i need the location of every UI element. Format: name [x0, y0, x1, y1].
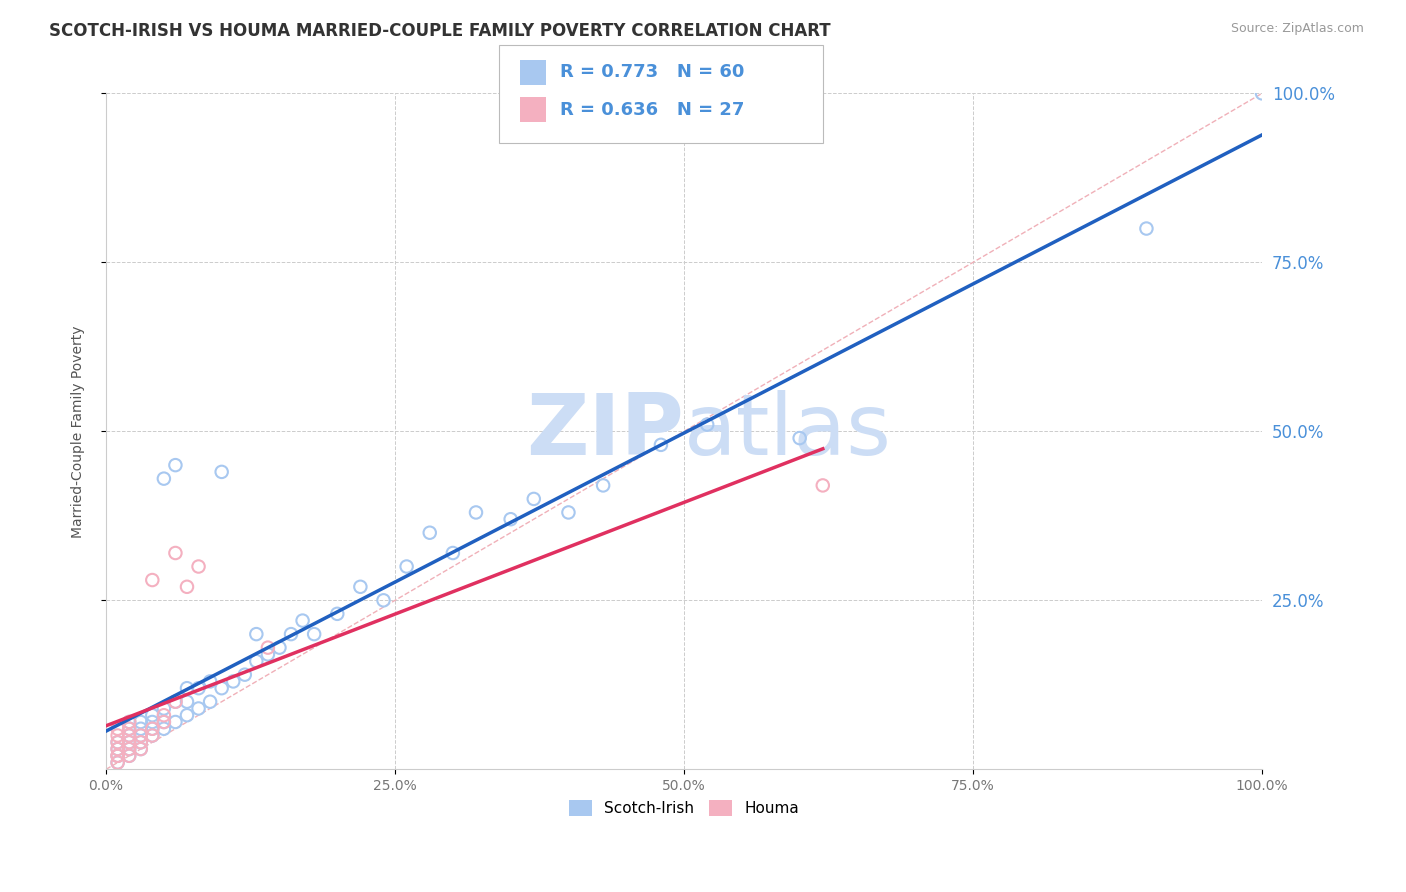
Point — [557, 505, 579, 519]
Point — [523, 491, 546, 506]
Text: atlas: atlas — [685, 390, 891, 473]
Point — [118, 722, 141, 736]
Point — [153, 722, 176, 736]
Point — [153, 701, 176, 715]
Point — [198, 695, 221, 709]
Point — [107, 756, 129, 770]
Point — [141, 714, 163, 729]
Point — [222, 674, 245, 689]
Point — [650, 438, 672, 452]
Point — [165, 695, 187, 709]
Point — [811, 478, 834, 492]
Point — [1251, 87, 1274, 101]
Point — [141, 722, 163, 736]
Point — [107, 748, 129, 763]
Point — [118, 735, 141, 749]
Point — [129, 742, 152, 756]
Point — [165, 714, 187, 729]
Point — [129, 729, 152, 743]
Point — [696, 417, 718, 432]
Point — [118, 748, 141, 763]
Point — [129, 742, 152, 756]
Point — [187, 681, 209, 696]
Point — [153, 472, 176, 486]
Point — [269, 640, 291, 655]
Point — [107, 756, 129, 770]
Point — [118, 742, 141, 756]
Point — [118, 735, 141, 749]
Legend: Scotch-Irish, Houma: Scotch-Irish, Houma — [562, 794, 806, 822]
Point — [245, 654, 267, 668]
Point — [129, 729, 152, 743]
Point — [107, 735, 129, 749]
Point — [153, 714, 176, 729]
Point — [233, 667, 256, 681]
Point — [141, 573, 163, 587]
Point — [141, 722, 163, 736]
Point — [118, 748, 141, 763]
Point — [118, 729, 141, 743]
Text: Source: ZipAtlas.com: Source: ZipAtlas.com — [1230, 22, 1364, 36]
Point — [118, 722, 141, 736]
Point — [245, 627, 267, 641]
Point — [129, 714, 152, 729]
Point — [326, 607, 349, 621]
Point — [187, 701, 209, 715]
Point — [1135, 221, 1157, 235]
Point — [349, 580, 371, 594]
Point — [280, 627, 302, 641]
Point — [176, 695, 198, 709]
Point — [187, 559, 209, 574]
Point — [107, 722, 129, 736]
Point — [465, 505, 488, 519]
Point — [129, 735, 152, 749]
Point — [176, 580, 198, 594]
Point — [373, 593, 395, 607]
Point — [141, 729, 163, 743]
Point — [107, 748, 129, 763]
Point — [141, 729, 163, 743]
Point — [118, 742, 141, 756]
Point — [107, 735, 129, 749]
Point — [789, 431, 811, 445]
Point — [165, 546, 187, 560]
Point — [257, 648, 280, 662]
Point — [165, 458, 187, 472]
Point — [153, 714, 176, 729]
Point — [141, 708, 163, 723]
Point — [499, 512, 522, 526]
Point — [441, 546, 464, 560]
Point — [118, 714, 141, 729]
Point — [302, 627, 325, 641]
Point — [257, 640, 280, 655]
Point — [129, 735, 152, 749]
Point — [118, 729, 141, 743]
Point — [211, 681, 233, 696]
Point — [118, 714, 141, 729]
Point — [107, 742, 129, 756]
Point — [165, 695, 187, 709]
Point — [107, 729, 129, 743]
Point — [419, 525, 441, 540]
Point — [211, 465, 233, 479]
Point — [198, 674, 221, 689]
Point — [395, 559, 418, 574]
Text: R = 0.636   N = 27: R = 0.636 N = 27 — [560, 101, 744, 119]
Text: ZIP: ZIP — [526, 390, 685, 473]
Point — [176, 708, 198, 723]
Text: SCOTCH-IRISH VS HOUMA MARRIED-COUPLE FAMILY POVERTY CORRELATION CHART: SCOTCH-IRISH VS HOUMA MARRIED-COUPLE FAM… — [49, 22, 831, 40]
Point — [107, 742, 129, 756]
Point — [129, 722, 152, 736]
Point — [176, 681, 198, 696]
Text: R = 0.773   N = 60: R = 0.773 N = 60 — [560, 63, 744, 81]
Point — [153, 708, 176, 723]
Y-axis label: Married-Couple Family Poverty: Married-Couple Family Poverty — [72, 325, 86, 538]
Point — [107, 748, 129, 763]
Point — [291, 614, 314, 628]
Point — [592, 478, 614, 492]
